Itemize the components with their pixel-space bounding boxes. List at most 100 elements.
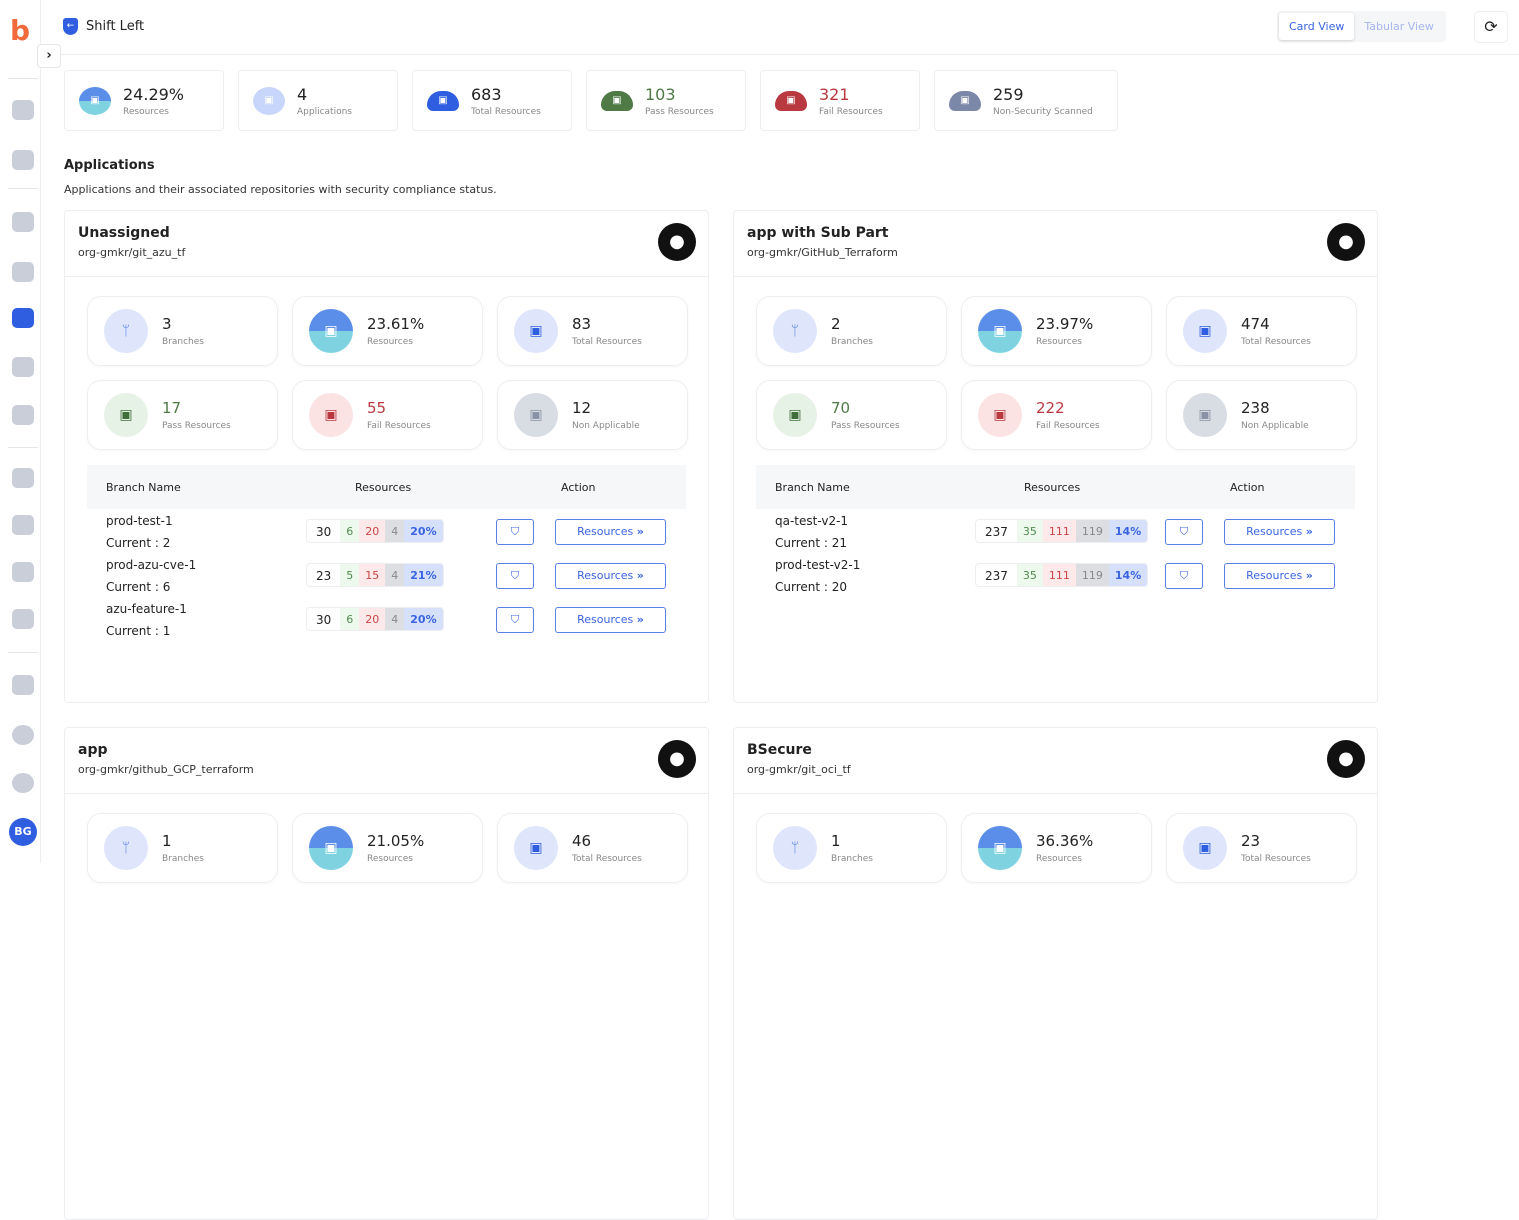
monitor-icon[interactable] [12, 515, 34, 535]
tile-label: Branches [831, 337, 873, 347]
tile-value: 23.97% [1036, 315, 1094, 333]
tile-value: 21.05% [367, 832, 425, 850]
tile-label: Resources [367, 337, 413, 347]
report-icon[interactable] [12, 405, 34, 425]
github-icon[interactable]: ● [658, 740, 696, 778]
scan-shield-button[interactable]: ⛉ [496, 563, 534, 589]
expand-sidebar-button[interactable]: › [37, 44, 61, 68]
metric-tile: ᛘ 1 Branches [87, 813, 278, 883]
tile-value: 70 [831, 399, 851, 417]
stat-fail-resources: ▣ 321 Fail Resources [760, 70, 920, 131]
resource-counts: 30 6 20 4 20% [306, 607, 444, 631]
page-title: Shift Left [86, 19, 145, 34]
trend-shield-icon[interactable] [12, 212, 34, 232]
github-icon[interactable]: ● [1327, 740, 1365, 778]
tile-label: Pass Resources [831, 421, 900, 431]
pass-percent: 21% [404, 564, 443, 586]
shield-bolt-icon: ⛉ [510, 569, 520, 582]
metric-tile: ▣ 46 Total Resources [497, 813, 688, 883]
application-name: app with Sub Part [747, 225, 889, 241]
total-resources-icon: ▣ [1183, 826, 1227, 870]
alert-icon[interactable] [12, 609, 34, 629]
scan-shield-button[interactable]: ⛉ [496, 607, 534, 633]
col-resources: Resources [1024, 481, 1081, 494]
scan-shield-button[interactable]: ⛉ [1165, 519, 1203, 545]
table-row: prod-test-1 Current : 2 30 6 20 4 20% ⛉ … [87, 514, 686, 558]
shield-bolt-icon: ⛉ [510, 613, 520, 626]
refresh-button[interactable]: ⟳ [1474, 11, 1508, 43]
total-resources-icon: ▣ [1183, 309, 1227, 353]
tile-value: 83 [572, 315, 592, 333]
resources-button[interactable]: Resources » [555, 519, 666, 545]
metric-tile: ▣ 474 Total Resources [1166, 296, 1357, 366]
metric-tile: ▣ 23.97% Resources [961, 296, 1152, 366]
resources-button[interactable]: Resources » [555, 607, 666, 633]
stat-value: 683 [471, 84, 502, 104]
fail-shield-icon: ▣ [309, 393, 353, 437]
branch-icon: ᛘ [773, 826, 817, 870]
col-resources: Resources [355, 481, 412, 494]
scan-shield-button[interactable]: ⛉ [1165, 563, 1203, 589]
tile-label: Total Resources [572, 854, 642, 864]
na-count: 119 [1075, 564, 1109, 586]
metric-tile: ▣ 238 Non Applicable [1166, 380, 1357, 450]
check-icon[interactable] [12, 468, 34, 488]
section-title: Applications [64, 158, 155, 173]
avatar[interactable]: BG [9, 818, 37, 846]
tile-value: 222 [1036, 399, 1065, 417]
application-name: Unassigned [78, 225, 170, 241]
bag-icon[interactable] [12, 262, 34, 282]
bank-icon[interactable] [12, 150, 34, 170]
pass-count: 6 [340, 608, 360, 630]
tile-label: Pass Resources [162, 421, 231, 431]
tile-value: 2 [831, 315, 841, 333]
branch-name: prod-azu-cve-1 [106, 558, 197, 572]
stat-label: Total Resources [471, 106, 541, 117]
double-chevron-right-icon: » [636, 569, 644, 582]
resources-button-label: Resources [1246, 525, 1303, 538]
github-icon[interactable]: ● [1327, 223, 1365, 261]
repository-path: org-gmkr/GitHub_Terraform [747, 246, 898, 259]
pass-shield-icon: ▣ [104, 393, 148, 437]
shield-bolt-icon: ⛉ [1179, 525, 1189, 538]
section-description: Applications and their associated reposi… [64, 183, 497, 196]
total-resources-icon: ▣ [514, 826, 558, 870]
repository-path: org-gmkr/git_oci_tf [747, 763, 851, 776]
pass-count: 5 [340, 564, 360, 586]
resources-donut-icon: ▣ [309, 826, 353, 870]
resources-button[interactable]: Resources » [1224, 519, 1335, 545]
github-icon[interactable]: ● [658, 223, 696, 261]
scan-shield-button[interactable]: ⛉ [496, 519, 534, 545]
checklist-icon[interactable] [12, 675, 34, 695]
cloud-green-icon: ▣ [601, 90, 633, 111]
resources-button[interactable]: Resources » [1224, 563, 1335, 589]
logout-icon[interactable] [12, 773, 34, 793]
header: ← Shift Left Card View Tabular View ⟳ [41, 0, 1519, 55]
stat-value: 103 [645, 84, 676, 104]
metric-tile: ▣ 55 Fail Resources [292, 380, 483, 450]
divider [8, 188, 38, 189]
user-icon[interactable] [12, 725, 34, 745]
shift-left-icon[interactable] [12, 308, 34, 328]
card-view-tab[interactable]: Card View [1279, 13, 1355, 40]
tile-label: Non Applicable [572, 421, 640, 431]
users-icon[interactable] [12, 100, 34, 120]
pass-count: 35 [1016, 520, 1043, 542]
brand-logo[interactable]: b [10, 14, 31, 47]
resources-button-label: Resources [577, 613, 634, 626]
double-chevron-right-icon: » [636, 525, 644, 538]
double-chevron-right-icon: » [636, 613, 644, 626]
table-row: qa-test-v2-1 Current : 21 237 35 111 119… [756, 514, 1355, 558]
total-count: 30 [316, 525, 332, 539]
tile-label: Total Resources [572, 337, 642, 347]
tabular-view-tab[interactable]: Tabular View [1364, 20, 1434, 33]
cloud-grey-icon: ▣ [949, 90, 981, 111]
pass-percent: 14% [1108, 520, 1148, 542]
resources-donut-icon: ▣ [978, 826, 1022, 870]
chart-icon[interactable] [12, 562, 34, 582]
stat-non-security-scanned: ▣ 259 Non-Security Scanned [934, 70, 1118, 131]
gear-icon[interactable] [12, 357, 34, 377]
resources-button[interactable]: Resources » [555, 563, 666, 589]
stat-label: Fail Resources [819, 106, 883, 117]
stat-value: 321 [819, 84, 850, 104]
